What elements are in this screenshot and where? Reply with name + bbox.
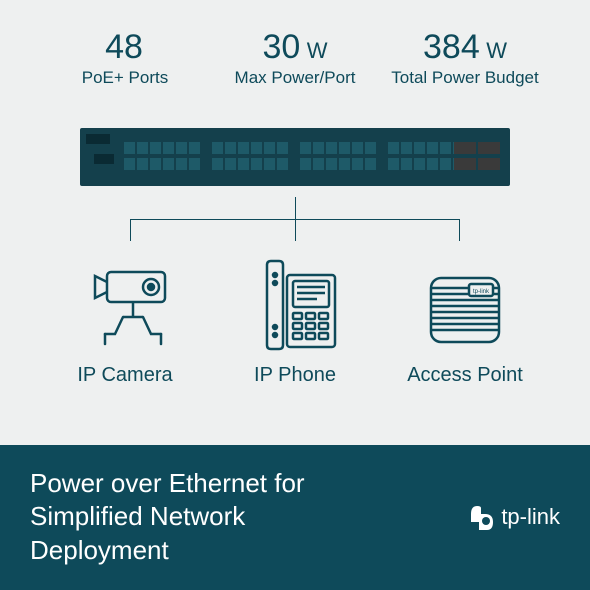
phone-icon <box>210 257 380 352</box>
stat-label: Max Power/Port <box>210 68 380 88</box>
svg-text:tp-link: tp-link <box>473 289 490 295</box>
stat-value: 30 W <box>210 30 380 64</box>
main-panel: 48 PoE+ Ports 30 W Max Power/Port 384 W … <box>0 0 590 445</box>
stat-ports: 48 PoE+ Ports <box>40 30 210 88</box>
device-access-point: tp-link Access Point <box>380 257 550 387</box>
footer-line1: Power over Ethernet for <box>30 468 305 498</box>
device-label: IP Camera <box>40 364 210 387</box>
footer-line2: Simplified Network <box>30 501 245 531</box>
access-point-icon: tp-link <box>380 257 550 352</box>
stat-unit: W <box>307 38 328 63</box>
network-switch-icon <box>80 128 510 191</box>
stat-label: Total Power Budget <box>380 68 550 88</box>
tp-link-logo-icon <box>467 502 497 532</box>
stat-unit: W <box>486 38 507 63</box>
stat-number: 48 <box>105 28 143 66</box>
device-label: IP Phone <box>210 364 380 387</box>
camera-icon <box>40 257 210 352</box>
device-camera: IP Camera <box>40 257 210 387</box>
stat-power-port: 30 W Max Power/Port <box>210 30 380 88</box>
stat-number: 384 <box>423 28 480 66</box>
stat-value: 384 W <box>380 30 550 64</box>
stat-label: PoE+ Ports <box>40 68 210 88</box>
connector-lines <box>130 197 460 247</box>
stats-row: 48 PoE+ Ports 30 W Max Power/Port 384 W … <box>40 30 550 88</box>
device-label: Access Point <box>380 364 550 387</box>
brand-name: tp-link <box>501 504 560 530</box>
footer-banner: Power over Ethernet for Simplified Netwo… <box>0 445 590 590</box>
devices-row: IP Camera <box>40 257 550 387</box>
brand-logo: tp-link <box>467 502 560 532</box>
footer-headline: Power over Ethernet for Simplified Netwo… <box>30 467 305 568</box>
stat-total-power: 384 W Total Power Budget <box>380 30 550 88</box>
stat-number: 30 <box>262 28 300 66</box>
footer-line3: Deployment <box>30 535 169 565</box>
stat-value: 48 <box>40 30 210 64</box>
device-phone: IP Phone <box>210 257 380 387</box>
